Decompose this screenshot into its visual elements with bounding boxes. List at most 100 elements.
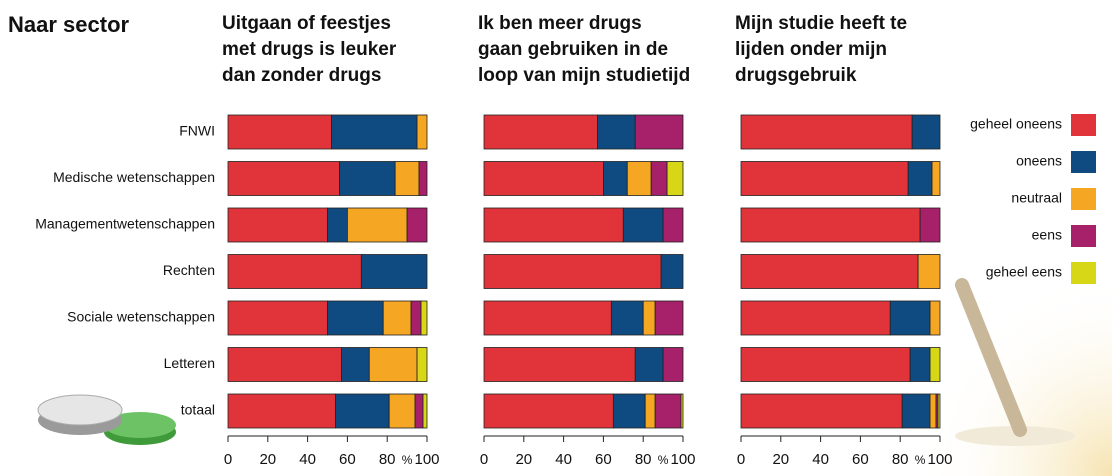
- x-tick-label: 80: [892, 451, 909, 468]
- legend-swatch: [1071, 225, 1096, 247]
- bar-segment: [227, 254, 362, 289]
- bar-segment: [483, 393, 614, 429]
- bar-segment: [227, 207, 328, 243]
- bar-segment: [483, 207, 624, 243]
- x-tick-label: 80: [379, 451, 396, 468]
- bar-segment: [740, 347, 911, 382]
- x-tick-label: 80: [635, 451, 652, 468]
- bar-segment: [666, 161, 684, 196]
- bar-segment: [394, 161, 420, 196]
- x-tick-label: 100: [670, 451, 695, 468]
- legend-label: geheel eens: [986, 264, 1062, 280]
- bar-segment: [929, 347, 941, 382]
- page-title: Naar sector: [8, 12, 130, 37]
- bar-segment: [610, 300, 644, 336]
- chart-title: dan zonder drugs: [222, 65, 381, 86]
- bar-segment: [414, 393, 424, 429]
- bar-segment: [360, 254, 428, 289]
- bar-segment: [227, 161, 340, 196]
- category-label: totaal: [181, 402, 215, 418]
- bar-segment: [622, 207, 664, 243]
- bar-segment: [650, 161, 668, 196]
- x-tick-label: 60: [595, 451, 612, 468]
- x-tick-label: 0: [737, 451, 745, 468]
- bar-segment: [416, 114, 428, 150]
- x-tick-label: 100: [927, 451, 952, 468]
- x-tick-label: 20: [772, 451, 789, 468]
- bar-segment: [339, 161, 396, 196]
- bar-segment: [341, 347, 370, 382]
- bar-segment: [612, 393, 646, 429]
- bar-segment: [931, 161, 941, 196]
- bar-segment: [227, 300, 328, 336]
- bar-segment: [406, 207, 428, 243]
- bar-segment: [644, 393, 656, 429]
- category-label: Sociale wetenschappen: [67, 309, 215, 325]
- bar-segment: [660, 254, 684, 289]
- x-tick-label: 20: [515, 451, 532, 468]
- legend-label: neutraal: [1011, 190, 1062, 206]
- bar-segment: [483, 300, 612, 336]
- bar-segment: [227, 347, 342, 382]
- bar-segment: [483, 254, 662, 289]
- bar-segment: [680, 393, 684, 429]
- x-axis-unit: %: [915, 453, 926, 467]
- bar-segment: [346, 207, 408, 243]
- bar-segment: [416, 347, 428, 382]
- bar-segment: [740, 300, 891, 336]
- bar-segment: [654, 393, 682, 429]
- legend-swatch: [1071, 151, 1096, 173]
- bar-segment: [929, 300, 941, 336]
- bar-segment: [740, 254, 919, 289]
- decoration-pills: [37, 394, 176, 445]
- bar-segment: [418, 161, 428, 196]
- bar-segment: [603, 161, 628, 196]
- legend-swatch: [1071, 188, 1096, 210]
- bar-segment: [483, 347, 636, 382]
- bar-segment: [917, 254, 941, 289]
- category-label: FNWI: [179, 123, 215, 139]
- bar-segment: [740, 114, 913, 150]
- x-tick-label: 40: [299, 451, 316, 468]
- bar-segment: [227, 393, 336, 429]
- bar-segment: [911, 114, 941, 150]
- category-label: Letteren: [164, 355, 215, 371]
- x-axis-unit: %: [402, 453, 413, 467]
- bar-segment: [740, 207, 921, 243]
- x-tick-label: 60: [339, 451, 356, 468]
- bar-segment: [937, 393, 941, 429]
- legend-label: eens: [1032, 227, 1062, 243]
- bar-segment: [227, 114, 332, 150]
- bar-segment: [388, 393, 416, 429]
- bar-segment: [483, 114, 598, 150]
- bar-segment: [368, 347, 418, 382]
- chart-title: gaan gebruiken in de: [478, 39, 668, 60]
- x-tick-label: 40: [555, 451, 572, 468]
- decoration-straw: [955, 278, 1075, 446]
- bar-segment: [597, 114, 636, 150]
- bar-segment: [919, 207, 941, 243]
- x-axis-unit: %: [658, 453, 669, 467]
- category-label: Medische wetenschappen: [53, 169, 215, 185]
- chart-title: lijden onder mijn: [735, 39, 887, 60]
- x-tick-label: 0: [480, 451, 488, 468]
- x-tick-label: 0: [224, 451, 232, 468]
- bar-segment: [382, 300, 412, 336]
- bar-segment: [909, 347, 931, 382]
- bar-segment: [626, 161, 652, 196]
- chart-title: Uitgaan of feestjes: [222, 13, 391, 34]
- x-tick-label: 60: [852, 451, 869, 468]
- legend-label: oneens: [1016, 153, 1062, 169]
- bar-segment: [420, 300, 428, 336]
- x-tick-label: 20: [259, 451, 276, 468]
- bar-segment: [483, 161, 604, 196]
- bar-segment: [335, 393, 390, 429]
- category-label: Rechten: [163, 262, 215, 278]
- bar-segment: [889, 300, 931, 336]
- category-label: Managementwetenschappen: [35, 216, 215, 232]
- x-tick-label: 100: [414, 451, 439, 468]
- bar-segment: [410, 300, 422, 336]
- bar-segment: [662, 347, 684, 382]
- chart-title: Ik ben meer drugs: [478, 13, 642, 34]
